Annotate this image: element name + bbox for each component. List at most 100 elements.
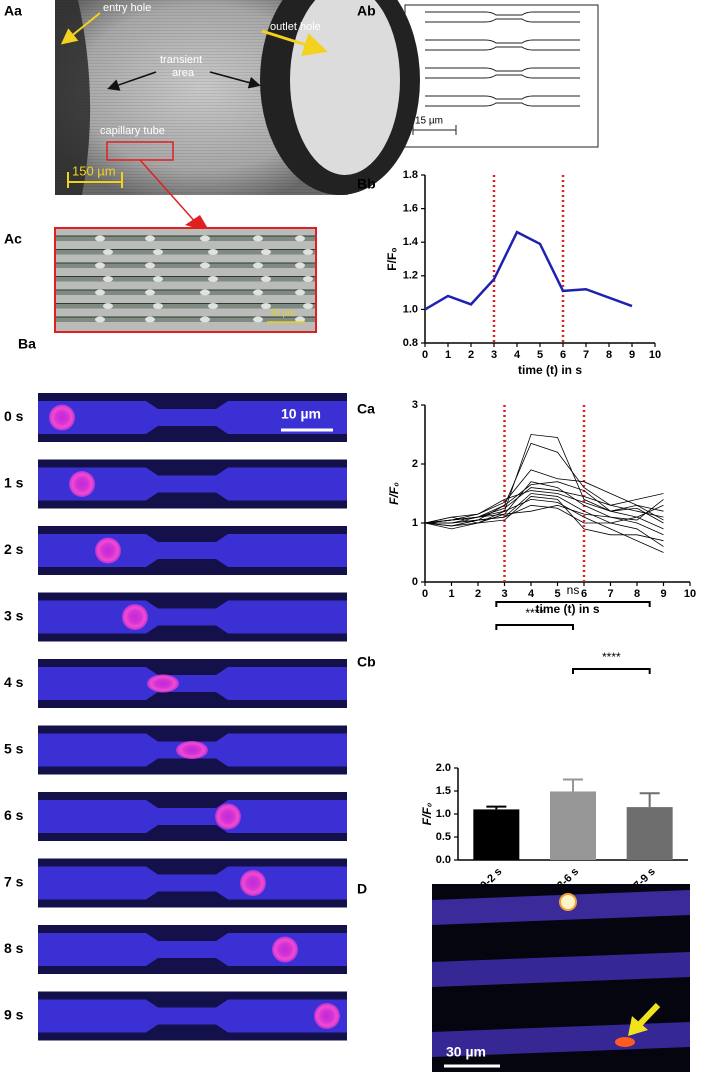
constriction bbox=[208, 303, 218, 309]
y-tick-label: 1.5 bbox=[436, 785, 451, 797]
panel-label: Ac bbox=[4, 231, 22, 247]
x-tick-label: 7 bbox=[583, 349, 589, 361]
x-tick-label: 6 bbox=[581, 588, 587, 600]
channel-wall bbox=[38, 858, 347, 875]
cell bbox=[49, 404, 75, 431]
frame: 9 s bbox=[4, 991, 347, 1041]
constriction bbox=[208, 276, 218, 282]
channels bbox=[425, 11, 580, 107]
constriction bbox=[253, 289, 263, 296]
y-tick-label: 0.5 bbox=[436, 831, 451, 843]
y-tick-label: 0.8 bbox=[403, 337, 418, 349]
error-bar bbox=[563, 778, 583, 792]
x-tick-label: 8 bbox=[634, 588, 640, 600]
frame-label: 4 s bbox=[4, 674, 24, 690]
constriction bbox=[200, 262, 210, 269]
x-tick-label: 4 bbox=[514, 349, 521, 361]
x-tick-label: 1 bbox=[448, 588, 454, 600]
channel-wall bbox=[38, 958, 347, 974]
frame-label: 2 s bbox=[4, 541, 24, 557]
channel-wall bbox=[425, 95, 580, 100]
panel-ab bbox=[404, 4, 599, 148]
arrow bbox=[107, 71, 157, 91]
constriction bbox=[295, 262, 305, 269]
channel-wall bbox=[38, 492, 347, 509]
schematic-box bbox=[404, 4, 599, 148]
constriction bbox=[103, 276, 113, 282]
constriction bbox=[253, 262, 263, 269]
x-axis-label: time (t) in s bbox=[518, 363, 582, 377]
data-line bbox=[424, 496, 664, 542]
panel-label: Ba bbox=[18, 336, 36, 352]
frame: 4 s bbox=[4, 659, 347, 708]
channel-wall bbox=[38, 692, 347, 708]
constriction bbox=[95, 262, 105, 269]
constriction bbox=[253, 235, 263, 242]
channel-wall bbox=[38, 625, 347, 642]
x-axis-label: time (t) in s bbox=[535, 602, 599, 616]
annotation: transient bbox=[160, 54, 202, 66]
constriction bbox=[200, 235, 210, 242]
constriction bbox=[200, 289, 210, 296]
panel-label: Ab bbox=[357, 3, 376, 19]
scale-label: 15 µm bbox=[415, 116, 443, 127]
channel-wall bbox=[38, 991, 347, 1008]
channel bbox=[55, 249, 316, 255]
channel-wall bbox=[38, 1024, 347, 1041]
significance-label: **** bbox=[602, 650, 621, 664]
channel bbox=[55, 263, 316, 268]
constriction bbox=[261, 276, 271, 282]
channel bbox=[55, 317, 316, 322]
frame-label: 8 s bbox=[4, 940, 24, 956]
x-tick-label: 3 bbox=[501, 588, 507, 600]
channel-wall bbox=[38, 891, 347, 908]
constriction bbox=[103, 303, 113, 309]
y-tick-label: 3 bbox=[412, 399, 418, 411]
cell bbox=[240, 870, 266, 896]
constriction bbox=[103, 249, 113, 255]
x-tick-label: 9 bbox=[660, 588, 666, 600]
cell bbox=[69, 471, 95, 497]
data-line bbox=[424, 469, 664, 524]
constriction bbox=[261, 249, 271, 255]
x-tick-label: 5 bbox=[554, 588, 560, 600]
channel-wall bbox=[425, 67, 580, 72]
constriction bbox=[95, 289, 105, 296]
panel-aa: Aa entry hole outlet hole transient area… bbox=[4, 0, 420, 232]
constriction bbox=[200, 316, 210, 323]
frame-label: 1 s bbox=[4, 475, 24, 491]
arrow bbox=[635, 1002, 661, 1029]
significance-bracket bbox=[572, 668, 651, 674]
panel-label: Cb bbox=[357, 654, 376, 670]
channel-wall bbox=[38, 925, 347, 941]
channel bbox=[55, 290, 316, 295]
y-tick-label: 1.0 bbox=[436, 808, 451, 820]
frame: 1 s bbox=[4, 459, 347, 509]
x-tick-label: 4 bbox=[528, 588, 535, 600]
constriction bbox=[145, 235, 155, 242]
y-tick-label: 1.2 bbox=[403, 270, 418, 282]
channel-wall bbox=[38, 526, 347, 542]
channel bbox=[432, 1022, 690, 1057]
constriction bbox=[145, 289, 155, 296]
x-tick-label: 10 bbox=[649, 349, 661, 361]
channel-wall bbox=[38, 559, 347, 575]
panel-label: D bbox=[357, 881, 367, 897]
x-tick-label: 2 bbox=[475, 588, 481, 600]
y-axis-label: F/F₀ bbox=[385, 247, 399, 270]
arrow bbox=[60, 12, 101, 45]
channel-wall bbox=[425, 11, 580, 16]
significance-label: **** bbox=[525, 606, 544, 620]
annotation: area bbox=[172, 67, 195, 79]
annotation: outlet hole bbox=[270, 21, 321, 33]
constriction bbox=[303, 303, 313, 309]
scale-label: 30 µm bbox=[270, 307, 295, 317]
constriction bbox=[153, 249, 163, 255]
channels bbox=[55, 235, 316, 323]
x-tick-label: 10 bbox=[684, 588, 696, 600]
data-line bbox=[424, 481, 664, 524]
data-line bbox=[425, 499, 664, 524]
constriction bbox=[208, 249, 218, 255]
channel-wall bbox=[38, 758, 347, 775]
channel-wall bbox=[38, 459, 347, 476]
